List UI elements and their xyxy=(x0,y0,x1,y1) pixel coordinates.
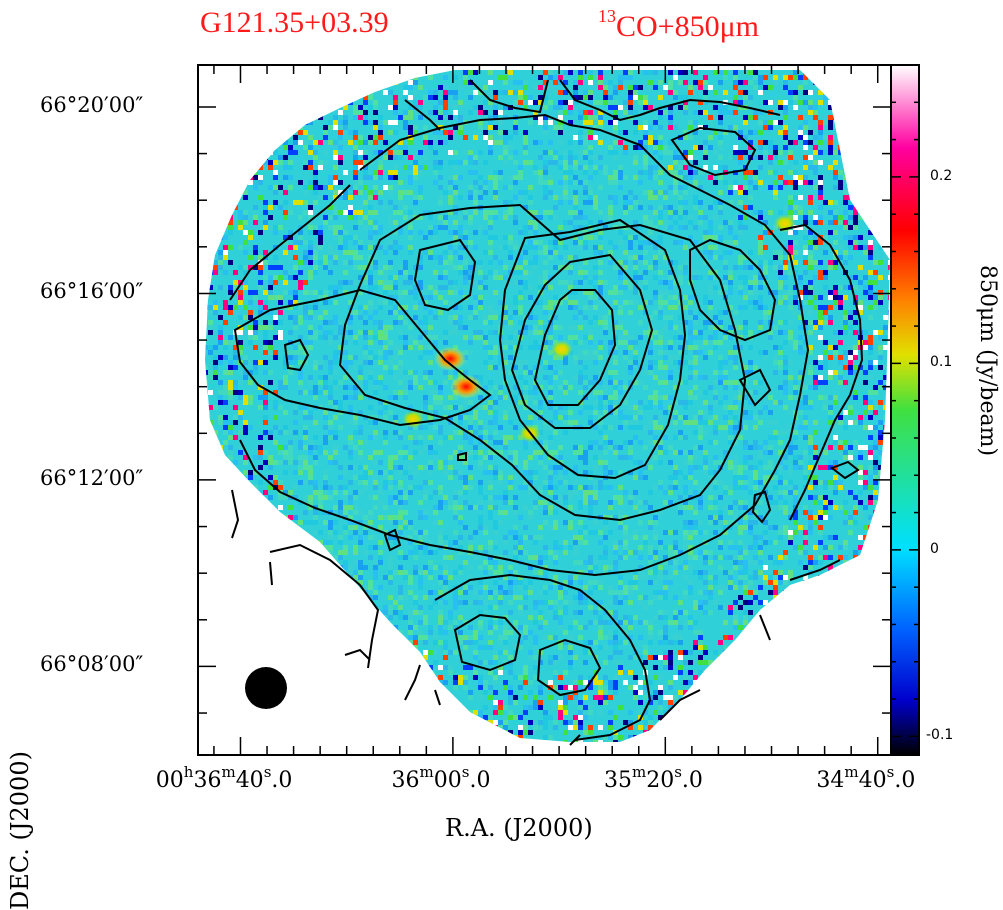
title-tracer: 13CO+850μm xyxy=(598,6,759,44)
map-field xyxy=(198,65,893,755)
x-tick-hours: 00 xyxy=(156,768,184,793)
x-tick-label-3: 34m40s.0 xyxy=(816,763,915,793)
x-tick-minutes: 34 xyxy=(816,768,844,793)
y-axis-label: DEC. (J2000) xyxy=(6,751,34,910)
colorbar-tick-label-0: -0.1 xyxy=(926,727,953,743)
y-tick-label-2: 66°12′00″ xyxy=(40,466,143,490)
x-axis-label: R.A. (J2000) xyxy=(445,814,593,842)
title-source: G121.35+03.39 xyxy=(200,6,389,40)
x-tick-minutes: 35 xyxy=(604,768,632,793)
colorbar-tick-label-3: 0.2 xyxy=(930,168,952,184)
x-tick-label-2: 35m20s.0 xyxy=(604,763,703,793)
figure: G121.35+03.39 13CO+850μm 66°20′00″ 66°16′… xyxy=(0,0,1003,847)
x-tick-seconds: 00 xyxy=(434,768,462,793)
y-tick-label-0: 66°20′00″ xyxy=(40,93,143,117)
y-tick-label-3: 66°08′00″ xyxy=(40,652,143,676)
colorbar-tick-label-2: 0.1 xyxy=(930,354,952,370)
emission-peak-4 xyxy=(402,410,424,428)
x-tick-label-1: 36m00s.0 xyxy=(392,763,491,793)
emission-peak-2 xyxy=(551,340,573,358)
x-tick-fraction: 0 xyxy=(901,768,915,793)
colorbar xyxy=(891,65,919,755)
title-isotope: 13 xyxy=(598,6,616,26)
x-tick-seconds: 40 xyxy=(236,768,264,793)
colorbar-tick-label-1: 0 xyxy=(930,541,939,557)
beam-marker xyxy=(245,667,287,709)
x-tick-fraction: 0 xyxy=(278,768,292,793)
x-tick-minutes: 36 xyxy=(392,768,420,793)
x-tick-minutes: 36 xyxy=(193,768,221,793)
colorbar-label: 850μm (Jy/beam) xyxy=(975,265,1000,456)
emission-peak-0 xyxy=(434,347,466,371)
plot-svg xyxy=(0,0,1003,847)
x-tick-label-0: 00h36m40s.0 xyxy=(156,763,293,793)
x-tick-seconds: 40 xyxy=(859,768,887,793)
x-tick-fraction: 0 xyxy=(476,768,490,793)
x-tick-fraction: 0 xyxy=(689,768,703,793)
x-tick-seconds: 20 xyxy=(646,768,674,793)
title-tracer-text: CO+850μm xyxy=(616,10,759,43)
y-tick-label-1: 66°16′00″ xyxy=(40,279,143,303)
